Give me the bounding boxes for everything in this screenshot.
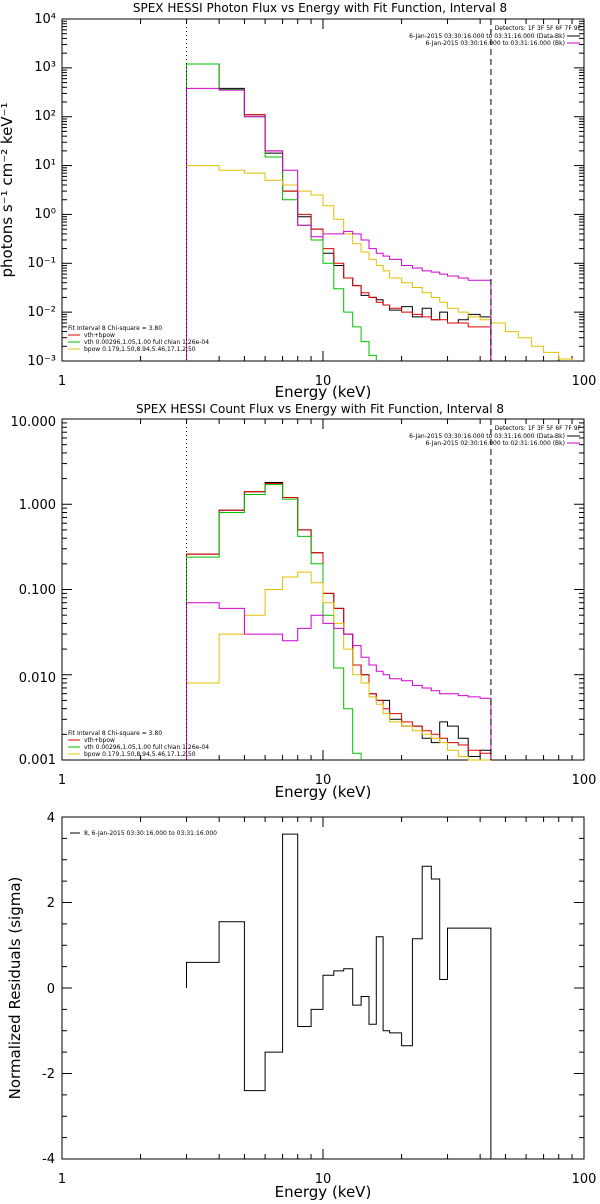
residuals-x-tick-1: 1 (58, 1172, 66, 1187)
photon-y-tick-1e1: 10¹ (34, 158, 56, 173)
count-series-bpow (186, 571, 491, 761)
photon-x-tick-10: 10 (315, 374, 332, 389)
photon-legend-fit: Fit Interval 8 Chi-square = 3.80 vth+bpo… (68, 325, 209, 353)
photon-series-vth (186, 63, 377, 361)
count-flux-panel: SPEX HESSI Count Flux vs Energy with Fit… (11, 402, 597, 801)
count-chart-title: SPEX HESSI Count Flux vs Energy with Fit… (136, 402, 504, 416)
count-series (186, 482, 492, 761)
count-x-tick-10: 10 (315, 773, 332, 788)
photon-legend-fit-header: Fit Interval 8 Chi-square = 3.80 (68, 325, 162, 332)
count-legend-data-label: 6-Jan-2015 03:30:16.000 to 03:31:16.000 … (409, 433, 565, 440)
count-y-tick-0.010: 0.010 (19, 671, 56, 686)
count-legend-bpow-label: bpow 0.179,1.50,8.94,5.46,17.1,2.50 (84, 751, 196, 758)
photon-y-tick-1e-3: 10⁻³ (27, 354, 56, 369)
photon-y-tick-1e2: 10² (34, 109, 56, 124)
photon-legend-vth-label: vth 0.00296,1.05,1.00 full chian 1.26e-0… (84, 339, 209, 346)
count-legend-bk-label: 6-Jan-2015 02:30:16.000 to 02:31:16.000 … (425, 440, 565, 447)
photon-plot-frame (61, 18, 585, 362)
photon-legend-bk-label: 6-Jan-2015 03:30:16.000 to 03:31:16.000 … (425, 40, 565, 47)
photon-legend-total-label: vth+bpow (84, 332, 115, 339)
residuals-panel: 1 10 100 Energy (keV) Normalized Residua… (6, 811, 597, 1201)
photon-chart-title: SPEX HESSI Photon Flux vs Energy with Fi… (133, 1, 507, 15)
residuals-ticks (61, 816, 585, 1160)
count-legend-detectors: Detectors: 1F 3F 5F 6F 7F 9F 6-Jan-2015 … (409, 425, 581, 447)
photon-y-tick-1e-1: 10⁻¹ (27, 256, 56, 271)
count-x-tick-100: 100 (572, 773, 597, 788)
photon-legend-data-label: 6-Jan-2015 03:30:16.000 to 03:31:16.000 … (409, 33, 565, 40)
residuals-y-tick-4: 4 (47, 811, 55, 826)
count-y-tick-0.001: 0.001 (19, 753, 56, 768)
photon-x-tick-1: 1 (58, 374, 66, 389)
photon-x-axis-label: Energy (keV) (275, 383, 372, 401)
count-legend-total-label: vth+bpow (84, 737, 115, 744)
photon-legend-bpow-label: bpow 0.179,1.50,8.94,5.46,17.1,2.50 (84, 346, 196, 353)
count-y-tick-0.100: 0.100 (19, 583, 56, 598)
count-legend-fit-header: Fit Interval 8 Chi-square = 3.80 (68, 730, 162, 737)
photon-legend-header: Detectors: 1F 3F 5F 6F 7F 9F (495, 25, 582, 32)
count-legend-vth-label: vth 0.00296,1.05,1.00 full chian 1.26e-0… (84, 744, 209, 751)
residuals-y-tick-minus2: -2 (42, 1067, 55, 1082)
photon-y-tick-1e0: 10⁰ (34, 207, 56, 222)
photon-y-tick-1e4: 10⁴ (34, 12, 56, 27)
photon-series-bk (186, 87, 492, 361)
count-legend-fit: Fit Interval 8 Chi-square = 3.80 vth+bpo… (68, 730, 209, 758)
photon-flux-panel: SPEX HESSI Photon Flux vs Energy with Fi… (0, 1, 596, 401)
photon-series-data (186, 63, 492, 361)
photon-y-axis-label: photons s⁻¹ cm⁻² keV⁻¹ (0, 103, 16, 278)
photon-legend-detectors: Detectors: 1F 3F 5F 6F 7F 9F 6-Jan-2015 … (409, 25, 581, 47)
count-series-bk (186, 602, 492, 760)
count-fit-range-markers (186, 419, 492, 760)
count-series-data (186, 482, 492, 760)
photon-series-bpow (186, 165, 573, 361)
count-y-tick-10.000: 10.000 (11, 415, 57, 430)
photon-x-tick-100: 100 (572, 374, 597, 389)
residuals-y-tick-0: 0 (47, 982, 55, 997)
count-x-tick-1: 1 (58, 773, 66, 788)
photon-y-tick-1e-2: 10⁻² (27, 305, 56, 320)
count-y-tick-1.000: 1.000 (19, 498, 56, 513)
count-ticks (61, 418, 585, 761)
residuals-series-data (186, 833, 492, 1159)
residuals-series (186, 833, 492, 1159)
photon-y-tick-1e3: 10³ (34, 60, 56, 75)
residuals-y-axis-label: Normalized Residuals (sigma) (6, 877, 24, 1100)
residuals-y-tick-minus4: -4 (42, 1152, 55, 1167)
photon-fit-range-markers (186, 19, 492, 361)
count-x-axis-label: Energy (keV) (275, 783, 372, 801)
photon-ticks (61, 18, 585, 362)
photon-series-total (186, 63, 492, 361)
count-series-vth (186, 484, 362, 760)
residuals-legend-label: 8, 6-Jan-2015 03:30:16.000 to 03:31:16.0… (84, 830, 217, 837)
count-series-total (186, 483, 492, 760)
residuals-x-tick-10: 10 (315, 1172, 332, 1187)
residuals-x-axis-label: Energy (keV) (275, 1183, 372, 1200)
residuals-y-tick-2: 2 (47, 896, 55, 911)
count-legend-header: Detectors: 1F 3F 5F 6F 7F 9F (495, 425, 582, 432)
photon-series (186, 63, 573, 361)
residuals-x-tick-100: 100 (572, 1172, 597, 1187)
residuals-legend: 8, 6-Jan-2015 03:30:16.000 to 03:31:16.0… (70, 830, 217, 837)
